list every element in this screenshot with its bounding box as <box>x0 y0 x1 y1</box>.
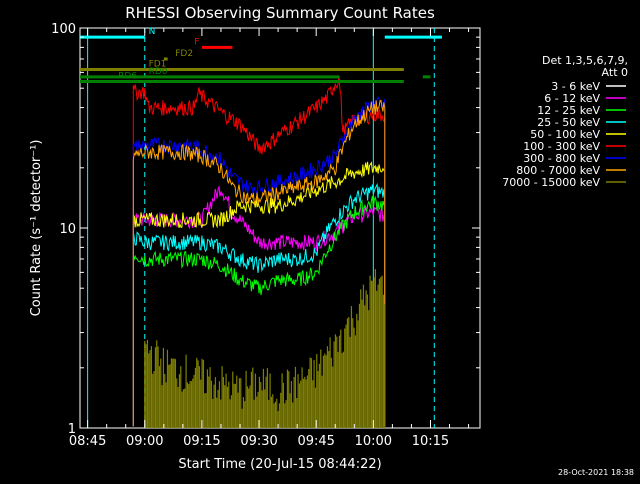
legend-entry-label: 25 - 50 keV <box>537 116 600 129</box>
legend-entry-label: 800 - 7000 keV <box>516 164 600 177</box>
x-tick-label: 08:45 <box>69 434 106 449</box>
flag-bar-label: FD1 <box>149 60 167 70</box>
legend-entry-label: 50 - 100 keV <box>530 128 600 141</box>
legend-entry-label: 12 - 25 keV <box>537 104 600 117</box>
observing-bars: N F FD1 FD2 RD0 RD6 <box>80 27 442 84</box>
legend-header-line-1: Det 1,3,5,6,7,9, <box>542 54 628 67</box>
y-axis-label: Count Rate (s⁻¹ detector⁻¹) <box>29 140 44 317</box>
series-line <box>132 182 386 427</box>
legend-entry-label: 7000 - 15000 keV <box>502 176 600 189</box>
series-group <box>132 75 386 428</box>
series-line <box>132 195 386 427</box>
chart-title: RHESSI Observing Summary Count Rates <box>125 4 435 22</box>
legend-entry-label: 300 - 800 keV <box>523 152 600 165</box>
legend-entry-label: 100 - 300 keV <box>523 140 600 153</box>
x-axis-label: Start Time (20-Jul-15 08:44:22) <box>178 457 381 472</box>
y-tick-label: 10 <box>59 222 76 237</box>
legend-entry-label: 6 - 12 keV <box>544 92 600 105</box>
flag-bar-label: RD0 <box>149 67 168 77</box>
legend-entry-label: 3 - 6 keV <box>551 80 600 93</box>
flag-bar-label: N <box>149 27 156 37</box>
y-tick-label: 1 <box>68 422 76 437</box>
x-tick-label: 09:15 <box>183 434 220 449</box>
series-line <box>132 99 386 427</box>
axis-ticks: 08:45 09:00 09:15 09:30 09:45 10:00 10:15 1 10 10… <box>51 22 480 449</box>
series-line <box>132 185 386 427</box>
footer-timestamp: 28-Oct-2021 18:38 <box>558 468 634 477</box>
plot-frame <box>79 27 481 429</box>
x-tick-label: 10:00 <box>355 434 392 449</box>
y-tick-label: 100 <box>51 22 76 37</box>
flag-bar-label: RD6 <box>118 72 137 82</box>
legend-header-line-2: Att 0 <box>602 66 628 79</box>
x-tick-label: 09:30 <box>240 434 277 449</box>
series-line <box>132 170 386 427</box>
plot-border <box>79 27 481 429</box>
series-line <box>132 161 386 427</box>
x-tick-label: 09:45 <box>297 434 334 449</box>
x-tick-label: 10:15 <box>412 434 449 449</box>
series-line <box>132 75 386 427</box>
x-tick-label: 09:00 <box>126 434 163 449</box>
flag-bar-label: F <box>194 37 199 47</box>
flag-bar-label: FD2 <box>175 49 193 59</box>
